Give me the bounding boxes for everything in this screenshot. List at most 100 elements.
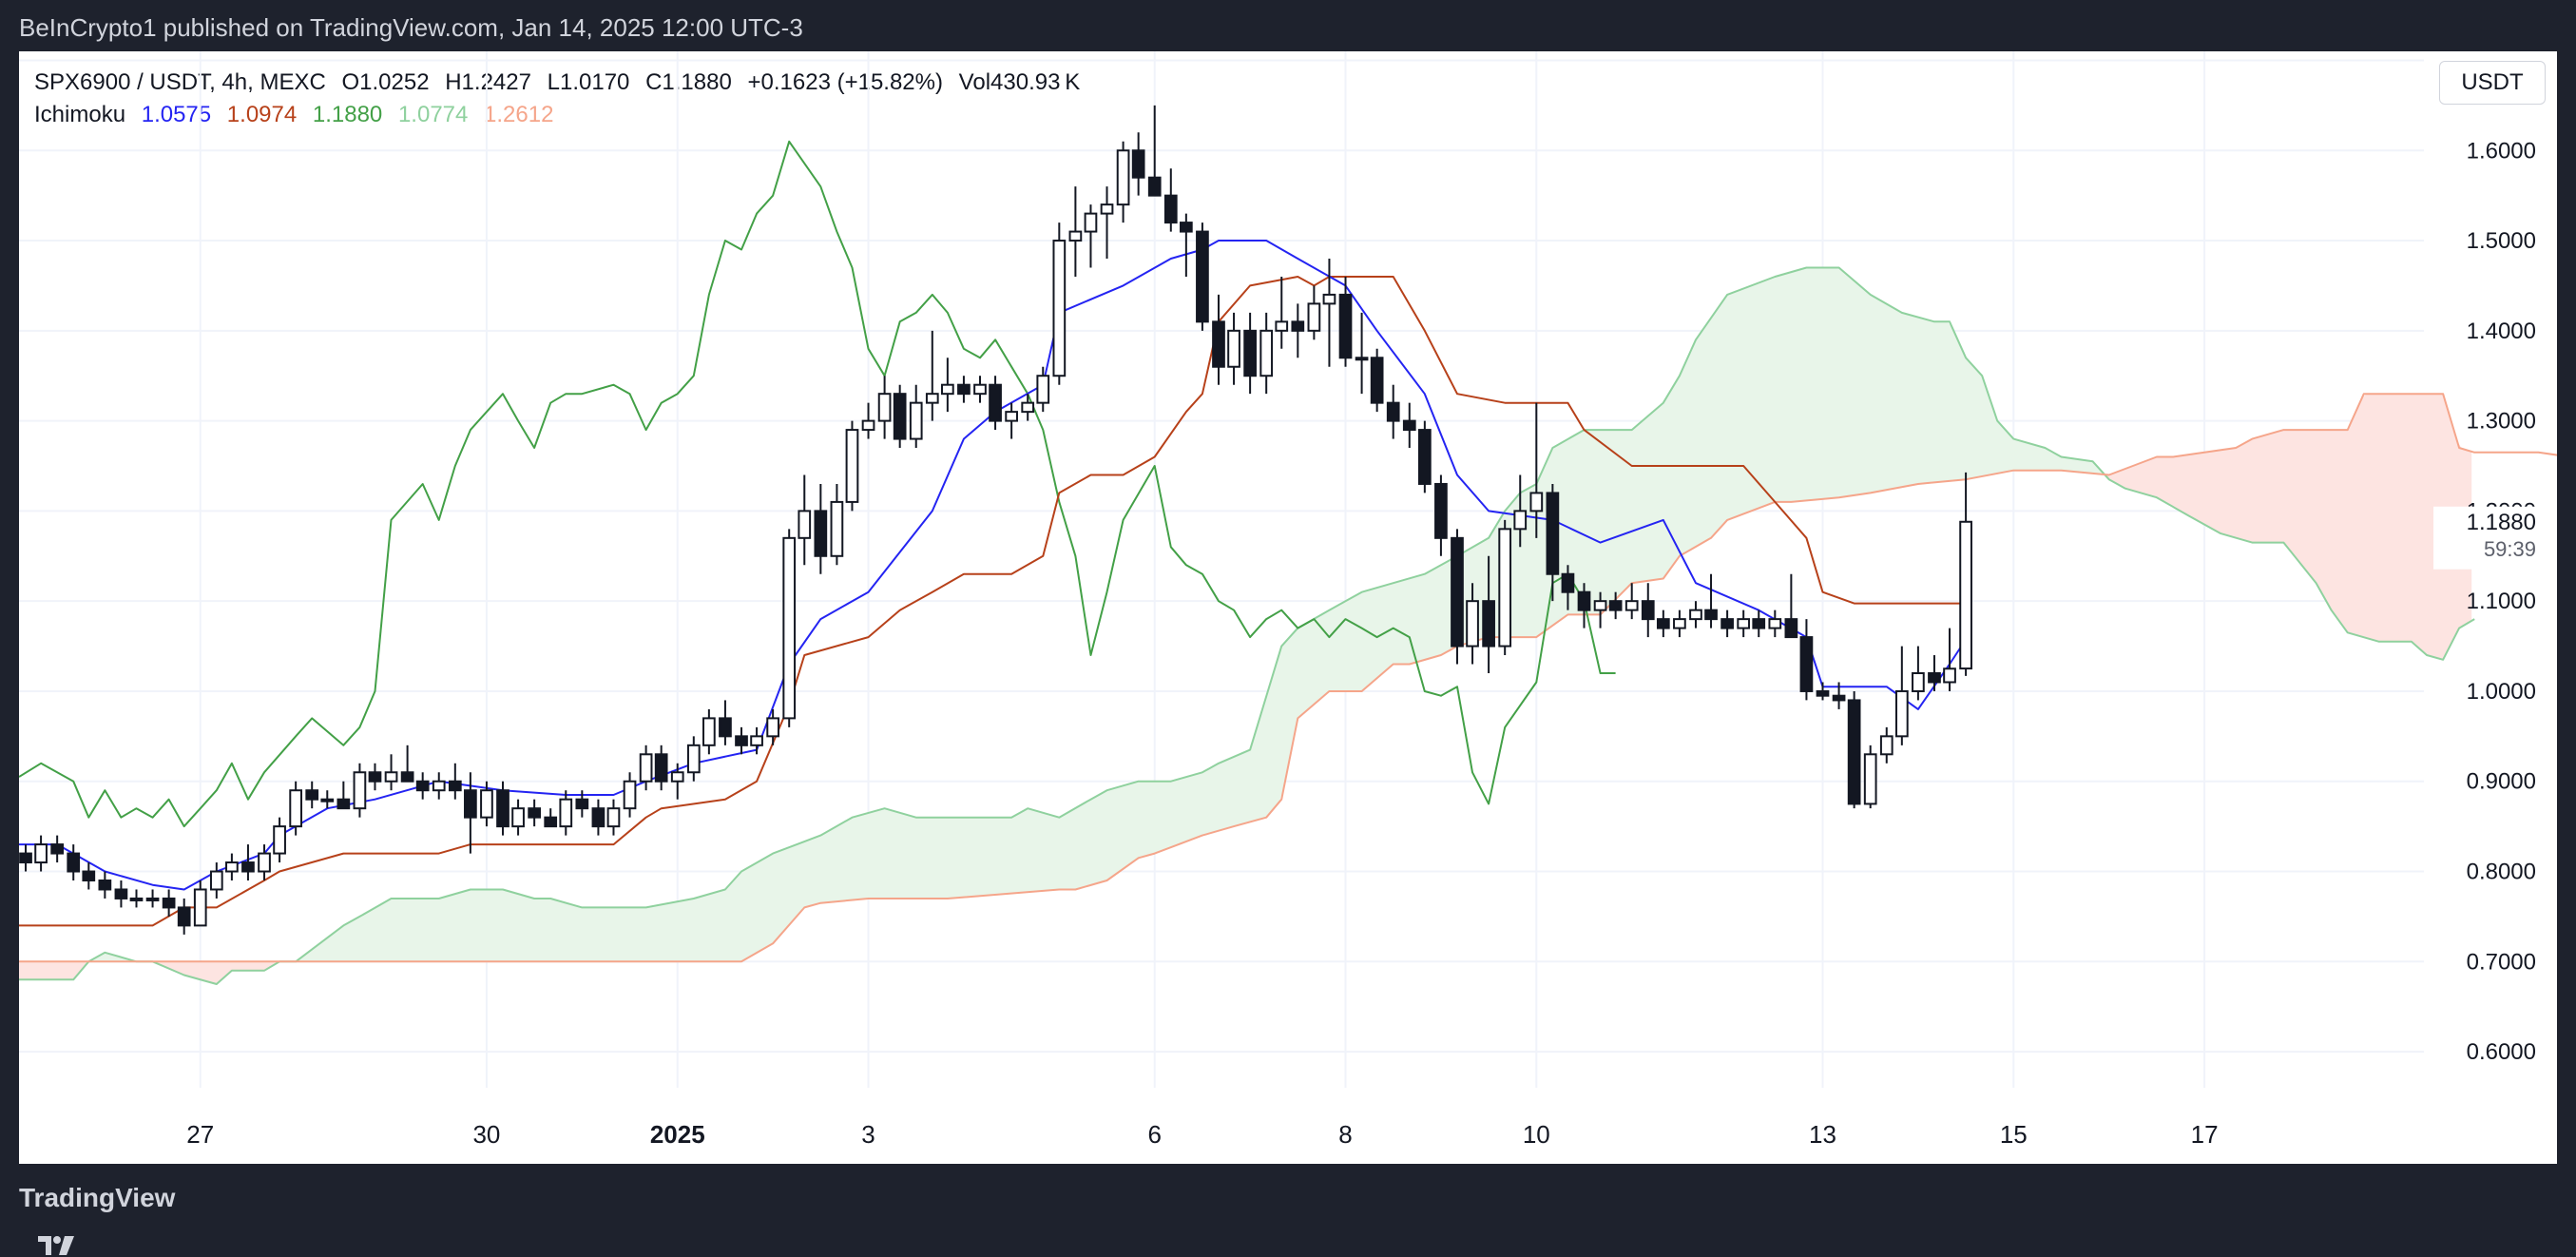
candle-down (989, 383, 1002, 422)
candle-down (1163, 194, 1178, 224)
candle-up (877, 393, 892, 422)
candle-down (50, 843, 65, 855)
ichimoku-chart[interactable]: 0.60000.70000.80000.90001.00001.10001.20… (19, 51, 2557, 1164)
footer-bar: TradingView (0, 1164, 2576, 1255)
candle-down (448, 780, 462, 792)
candle-up (1737, 618, 1751, 629)
candle-up (1689, 609, 1702, 621)
candle-up (34, 843, 48, 864)
indicator-lagging-value: 1.1880 (312, 102, 383, 127)
chart-panel[interactable]: SPX6900 / USDT, 4h, MEXC O1.0252 H1.2427… (19, 51, 2557, 1164)
candle-up (1466, 600, 1479, 648)
candle-up (209, 870, 223, 891)
candle-up (1005, 411, 1018, 422)
time-axis-label: 10 (1523, 1120, 1550, 1149)
candle-down (1752, 618, 1766, 629)
candle-up (1116, 149, 1130, 206)
cloud-bearish-area (2104, 394, 2472, 660)
candle-down (1608, 600, 1623, 611)
candle-down (496, 789, 509, 828)
candle-up (1768, 618, 1782, 629)
tradingview-brand[interactable]: TradingView (19, 1183, 176, 1255)
candle-up (1036, 375, 1050, 404)
symbol-pair[interactable]: SPX6900 / USDT, 4h, MEXC (34, 69, 326, 95)
indicator-spanb-value: 1.2612 (484, 102, 554, 127)
candle-down (591, 807, 606, 828)
candle-up (623, 780, 637, 810)
candle-down (544, 816, 558, 828)
candle-down (1832, 694, 1846, 702)
high-value: H1.2427 (445, 69, 531, 95)
low-value: L1.0170 (547, 69, 630, 95)
candle-down (464, 789, 477, 819)
candle-down (1402, 419, 1416, 432)
candle-down (114, 888, 128, 899)
lagging-span-line (19, 140, 1616, 828)
candle-up (1863, 753, 1877, 805)
candle-up (1355, 357, 1369, 361)
time-axis-label: 2025 (650, 1120, 705, 1149)
price-axis-label: 1.3000 (2467, 409, 2536, 435)
candle-up (861, 419, 875, 432)
candle-down (1721, 618, 1734, 629)
candle-up (782, 536, 797, 720)
candle-up (639, 753, 653, 783)
time-axis-label: 6 (1147, 1120, 1161, 1149)
candle-up (353, 771, 367, 810)
candle-up (129, 897, 144, 901)
candle-up (670, 771, 684, 783)
candle-up (258, 852, 271, 873)
price-axis-label: 1.1000 (2467, 589, 2536, 614)
candle-up (830, 500, 844, 557)
candle-up (225, 861, 239, 873)
brand-name: TradingView (19, 1183, 176, 1212)
candle-up (320, 798, 335, 803)
indicator-name[interactable]: Ichimoku (34, 102, 126, 127)
candle-down (1656, 618, 1670, 629)
candle-up (1100, 203, 1114, 215)
price-axis-label: 0.7000 (2467, 949, 2536, 975)
candle-down (1434, 482, 1448, 539)
cloud-bearish-area (147, 961, 278, 984)
candle-down (1784, 618, 1798, 639)
candle-up (1912, 672, 1925, 692)
candle-up (798, 510, 812, 539)
candle-down (1147, 176, 1162, 197)
candle-up (686, 744, 701, 774)
candle-up (702, 717, 716, 746)
candle-up (1052, 240, 1067, 377)
close-value: C1.1880 (645, 69, 732, 95)
candle-down (1131, 149, 1145, 179)
candle-up (289, 789, 303, 828)
candle-down (1386, 401, 1400, 422)
base-line-line (19, 276, 1967, 927)
candle-down (400, 771, 414, 783)
candle-down (1641, 600, 1655, 621)
candle-up (1084, 212, 1098, 233)
candle-up (1673, 618, 1686, 629)
candle-up (909, 401, 923, 440)
candle-up (1498, 528, 1512, 648)
candle-down (305, 789, 319, 801)
candle-up (145, 897, 160, 901)
indicator-row: Ichimoku 1.0575 1.0974 1.1880 1.0774 1.2… (34, 99, 1089, 131)
candle-up (1068, 230, 1083, 242)
price-axis-label: 1.0000 (2467, 679, 2536, 705)
candle-down (1243, 329, 1257, 377)
candle-down (82, 870, 96, 881)
candle-down (1482, 600, 1495, 648)
candle-down (1928, 672, 1941, 684)
cloud-bearish-area (19, 961, 87, 980)
candle-down (1338, 293, 1353, 359)
candle-up (559, 798, 573, 828)
candle-up (606, 807, 621, 828)
currency-button[interactable]: USDT (2439, 61, 2546, 105)
candle-up (480, 789, 493, 819)
candle-up (193, 888, 207, 927)
candle-up (273, 825, 286, 855)
candle-down (1417, 429, 1432, 485)
price-axis-label: 0.8000 (2467, 860, 2536, 885)
price-axis-label: 0.9000 (2467, 769, 2536, 795)
time-axis-label: 15 (2000, 1120, 2028, 1149)
candle-up (1275, 320, 1289, 332)
